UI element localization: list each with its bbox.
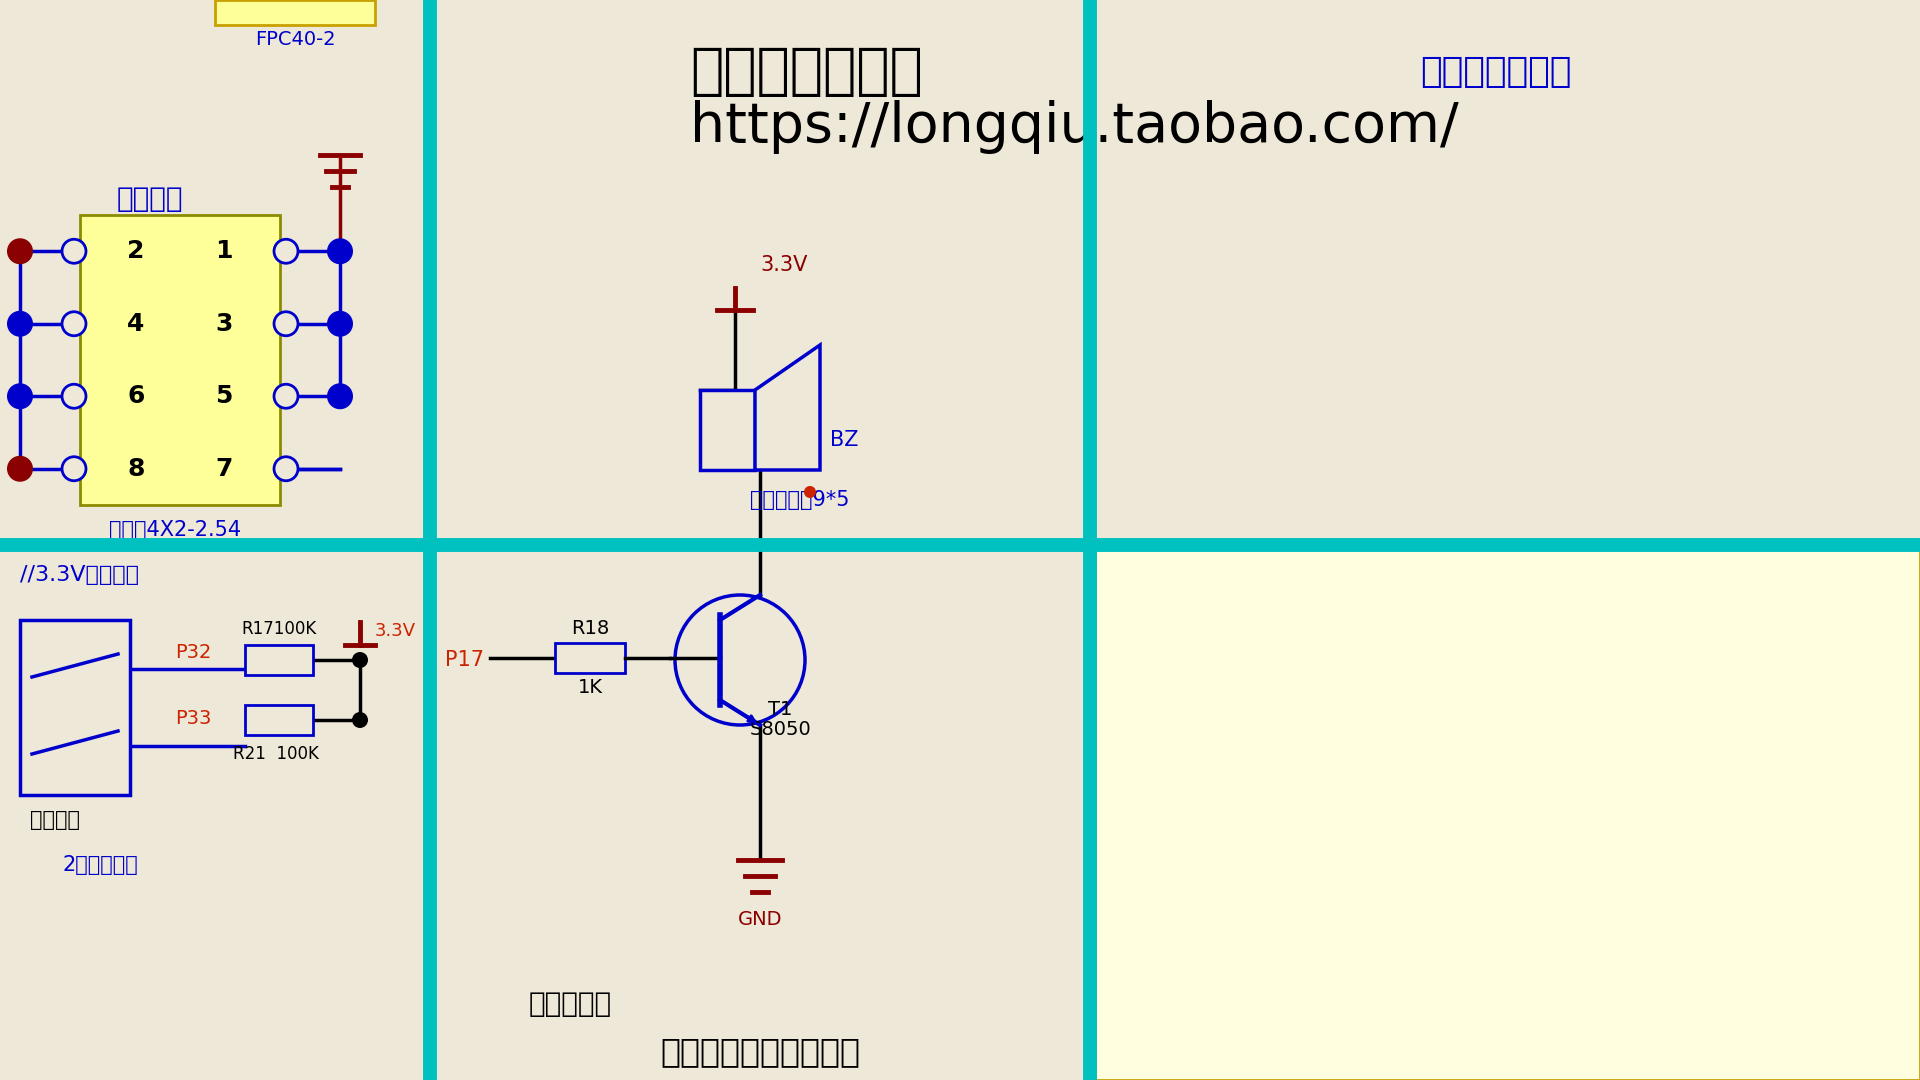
Text: R17100K: R17100K	[242, 620, 317, 638]
Circle shape	[804, 486, 816, 498]
Bar	[246, 705, 313, 735]
Text: 1K: 1K	[578, 678, 603, 697]
Text: 本模块对应接口的模块: 本模块对应接口的模块	[660, 1035, 860, 1068]
Circle shape	[326, 239, 353, 265]
Text: 5: 5	[215, 384, 232, 408]
Circle shape	[351, 652, 369, 669]
Text: BZ: BZ	[829, 430, 858, 450]
Circle shape	[275, 312, 298, 336]
Text: P32: P32	[175, 643, 211, 661]
Bar	[19, 620, 131, 795]
Circle shape	[61, 457, 86, 481]
Circle shape	[326, 383, 353, 409]
Text: T1: T1	[768, 700, 793, 719]
Circle shape	[326, 311, 353, 337]
Text: R21  100K: R21 100K	[232, 745, 319, 762]
Text: 3: 3	[215, 312, 232, 336]
Text: GND: GND	[737, 910, 781, 929]
Text: 蜂鸣器电路: 蜂鸣器电路	[528, 990, 612, 1018]
Bar	[1094, 545, 1920, 1080]
Text: 3.3V: 3.3V	[374, 622, 417, 640]
Circle shape	[61, 312, 86, 336]
Circle shape	[351, 712, 369, 728]
Bar	[430, 545, 1091, 1080]
Bar	[555, 643, 626, 673]
Text: 龙邀编码器或手: 龙邀编码器或手	[1421, 55, 1571, 89]
Polygon shape	[755, 345, 820, 470]
Circle shape	[8, 456, 33, 482]
Text: 电源扩展: 电源扩展	[117, 185, 182, 213]
Bar	[215, 0, 374, 25]
Text: FPC40-2: FPC40-2	[255, 30, 336, 49]
Circle shape	[275, 457, 298, 481]
Text: S8050: S8050	[751, 720, 812, 739]
Text: //3.3V扩展电路: //3.3V扩展电路	[19, 565, 138, 585]
Bar	[246, 645, 313, 675]
Text: 4: 4	[127, 312, 144, 336]
Circle shape	[275, 240, 298, 264]
Text: https://longqiu.taobao.com/: https://longqiu.taobao.com/	[689, 100, 1459, 154]
Text: 3.3V: 3.3V	[760, 255, 808, 275]
Circle shape	[8, 239, 33, 265]
Text: 拨码开关: 拨码开关	[31, 810, 81, 831]
Text: 6: 6	[127, 384, 144, 408]
Bar	[0, 545, 430, 1080]
Text: 2: 2	[127, 240, 144, 264]
Text: 8: 8	[127, 457, 144, 481]
Text: 2位拨码开关: 2位拨码开关	[61, 855, 138, 875]
Bar	[701, 390, 755, 470]
Text: 模块采购链接：: 模块采购链接：	[689, 45, 924, 99]
Text: 1: 1	[215, 240, 232, 264]
Circle shape	[8, 383, 33, 409]
Circle shape	[61, 384, 86, 408]
Bar	[0, 0, 1920, 545]
Text: P17: P17	[445, 650, 484, 670]
Circle shape	[275, 384, 298, 408]
Text: 双排醑4X2-2.54: 双排醑4X2-2.54	[109, 519, 242, 540]
Circle shape	[676, 595, 804, 725]
Bar	[81, 215, 280, 505]
Text: 7: 7	[215, 457, 232, 481]
Circle shape	[8, 311, 33, 337]
Text: P33: P33	[175, 708, 211, 728]
Text: 有源蜂鸣器9*5: 有源蜂鸣器9*5	[751, 490, 851, 510]
Circle shape	[61, 240, 86, 264]
Text: R18: R18	[570, 619, 609, 638]
